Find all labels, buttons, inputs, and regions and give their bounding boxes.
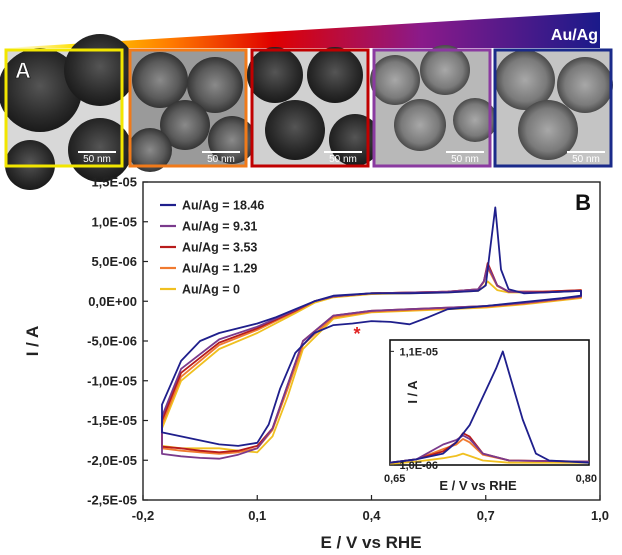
scale-label-5: 50 nm — [572, 154, 600, 165]
legend-label-4: Au/Ag = 0 — [182, 283, 240, 297]
y-tick-label: -2,0E-05 — [87, 453, 137, 468]
panel-a-letter: A — [15, 58, 31, 83]
inset-y-tick-label: 1,0E-06 — [399, 460, 438, 472]
inset-y-axis-title: I / A — [405, 380, 420, 404]
y-tick-label: -1,5E-05 — [87, 413, 137, 428]
legend-label-1: Au/Ag = 9.31 — [182, 220, 257, 234]
scale-label-1: 50 nm — [83, 154, 111, 165]
ratio-gradient-wedge — [5, 12, 600, 48]
tem-border-5 — [493, 48, 613, 168]
tem-border-4 — [372, 48, 492, 168]
x-tick-label: 0,4 — [362, 508, 381, 523]
scale-label-4: 50 nm — [451, 154, 479, 165]
scale-label-2: 50 nm — [207, 154, 235, 165]
x-axis-title: E / V vs RHE — [320, 533, 421, 552]
legend: Au/Ag = 18.46 Au/Ag = 9.31 Au/Ag = 3.53 Au/… — [160, 199, 264, 297]
series-line-0 — [161, 206, 582, 447]
tem-image-4: 50 nm — [370, 45, 497, 168]
inset-series-group — [390, 350, 589, 465]
inset-x-axis-title: E / V vs RHE — [439, 478, 517, 493]
x-tick-label: 0,7 — [477, 508, 495, 523]
y-tick-label: 0,0E+00 — [88, 294, 137, 309]
tem-border-2 — [128, 48, 248, 168]
inset-series-line-1 — [390, 434, 589, 464]
inset-frame — [389, 339, 590, 466]
main-axes: -0,2 0,1 0,4 0,7 1,0 1,5E-05 1,0E-05 5,0E-06 0,0… — [87, 175, 609, 524]
inset-series-line-4 — [390, 452, 589, 465]
inset-x-tick-label: 0,80 — [576, 473, 597, 485]
inset-x-tick-label: 0,65 — [384, 473, 405, 485]
ratio-label: Au/Ag — [551, 27, 598, 44]
x-tick-label: 1,0 — [591, 508, 609, 523]
y-tick-label: 1,0E-05 — [91, 214, 137, 229]
x-tick-label: 0,1 — [248, 508, 266, 523]
asterisk-annotation: * — [353, 324, 360, 344]
y-tick-label: 5,0E-06 — [91, 254, 137, 269]
tem-image-3: 50 nm — [247, 47, 381, 168]
main-series-group — [161, 206, 582, 460]
y-tick-label: -5,0E-06 — [87, 334, 137, 349]
y-axis-title: I / A — [23, 326, 42, 357]
tem-border-3 — [250, 48, 370, 168]
legend-label-0: Au/Ag = 18.46 — [182, 199, 264, 213]
y-tick-label: 1,5E-05 — [91, 175, 137, 190]
inset-axes: 0,65 0,80 1,1E-05 1,0E-06 — [384, 346, 597, 485]
legend-label-3: Au/Ag = 1.29 — [182, 262, 257, 276]
legend-label-2: Au/Ag = 3.53 — [182, 241, 257, 255]
tem-image-1: A 50 nm — [0, 34, 136, 190]
inset-series-line-0 — [390, 350, 589, 464]
tem-image-2: 50 nm — [128, 48, 256, 172]
inset-y-tick-label: 1,1E-05 — [399, 346, 438, 358]
y-tick-label: -1,0E-05 — [87, 373, 137, 388]
scale-label-3: 50 nm — [329, 154, 357, 165]
tem-border-1 — [4, 48, 124, 168]
tem-image-5: 50 nm — [493, 48, 613, 168]
y-tick-label: -2,5E-05 — [87, 493, 137, 508]
tem-image-row: A 50 nm 50 nm 50 nm — [0, 34, 613, 190]
x-tick-label: -0,2 — [132, 508, 154, 523]
panel-b-letter: B — [575, 190, 591, 215]
